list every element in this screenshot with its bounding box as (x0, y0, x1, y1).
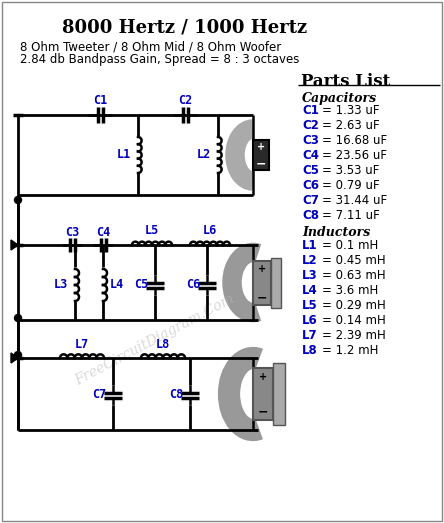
Text: = 16.68 uF: = 16.68 uF (322, 134, 387, 147)
Polygon shape (11, 240, 18, 250)
Text: = 7.11 uF: = 7.11 uF (322, 209, 380, 222)
Text: L7: L7 (75, 337, 89, 350)
Text: L6: L6 (203, 224, 217, 237)
Text: C5: C5 (302, 164, 319, 177)
Text: Parts List: Parts List (301, 73, 391, 90)
Text: C2: C2 (178, 95, 192, 108)
Text: +: + (259, 372, 267, 382)
Text: 2.84 db Bandpass Gain, Spread = 8 : 3 octaves: 2.84 db Bandpass Gain, Spread = 8 : 3 oc… (20, 53, 299, 66)
Text: Capacitors: Capacitors (302, 92, 377, 105)
Text: C3: C3 (65, 225, 79, 238)
Text: = 0.79 uF: = 0.79 uF (322, 179, 380, 192)
Bar (253, 140, 269, 170)
Text: = 3.6 mH: = 3.6 mH (322, 284, 378, 297)
Text: C1: C1 (302, 104, 319, 117)
Text: 8000 Hertz / 1000 Hertz: 8000 Hertz / 1000 Hertz (63, 18, 308, 36)
Text: L2: L2 (302, 254, 317, 267)
Text: C4: C4 (302, 149, 319, 162)
Text: +: + (258, 264, 266, 274)
Circle shape (15, 197, 21, 203)
Circle shape (15, 351, 21, 358)
Text: L5: L5 (302, 299, 318, 312)
Text: L8: L8 (302, 344, 318, 357)
Text: = 0.63 mH: = 0.63 mH (322, 269, 386, 282)
Text: −: − (257, 291, 267, 304)
Text: = 0.1 mH: = 0.1 mH (322, 239, 378, 252)
Text: −: − (256, 157, 266, 170)
Text: C6: C6 (186, 279, 200, 291)
Text: L4: L4 (110, 279, 124, 291)
Bar (253, 368, 273, 420)
Text: L1: L1 (117, 149, 131, 162)
Text: = 31.44 uF: = 31.44 uF (322, 194, 387, 207)
Text: Inductors: Inductors (302, 226, 370, 239)
Text: C5: C5 (134, 279, 148, 291)
Text: L3: L3 (302, 269, 317, 282)
Bar (253, 260, 271, 304)
Text: C8: C8 (169, 389, 183, 402)
Text: C2: C2 (302, 119, 319, 132)
Bar (271, 257, 281, 308)
Text: L4: L4 (302, 284, 318, 297)
Text: = 23.56 uF: = 23.56 uF (322, 149, 387, 162)
Text: L1: L1 (302, 239, 317, 252)
Text: C7: C7 (302, 194, 319, 207)
Text: L2: L2 (197, 149, 211, 162)
Text: L3: L3 (54, 279, 68, 291)
Text: = 2.39 mH: = 2.39 mH (322, 329, 386, 342)
Text: C6: C6 (302, 179, 319, 192)
Text: = 0.29 mH: = 0.29 mH (322, 299, 386, 312)
Text: = 1.2 mH: = 1.2 mH (322, 344, 378, 357)
Text: L6: L6 (302, 314, 318, 327)
Text: = 0.14 mH: = 0.14 mH (322, 314, 386, 327)
Polygon shape (11, 353, 18, 363)
Bar (273, 363, 285, 425)
Text: L8: L8 (156, 337, 170, 350)
Text: = 3.53 uF: = 3.53 uF (322, 164, 379, 177)
Text: C8: C8 (302, 209, 319, 222)
Text: L7: L7 (302, 329, 317, 342)
Text: −: − (258, 405, 268, 418)
Text: L5: L5 (145, 224, 159, 237)
Text: C7: C7 (92, 389, 106, 402)
Text: FreeCircuitDiagram.Com: FreeCircuitDiagram.Com (73, 292, 237, 388)
Circle shape (15, 314, 21, 322)
Text: C1: C1 (93, 95, 107, 108)
Text: +: + (257, 142, 265, 152)
Text: = 2.63 uF: = 2.63 uF (322, 119, 380, 132)
Text: C3: C3 (302, 134, 319, 147)
Text: 8 Ohm Tweeter / 8 Ohm Mid / 8 Ohm Woofer: 8 Ohm Tweeter / 8 Ohm Mid / 8 Ohm Woofer (20, 40, 281, 53)
Text: C4: C4 (96, 225, 110, 238)
Text: = 1.33 uF: = 1.33 uF (322, 104, 380, 117)
Text: = 0.45 mH: = 0.45 mH (322, 254, 386, 267)
